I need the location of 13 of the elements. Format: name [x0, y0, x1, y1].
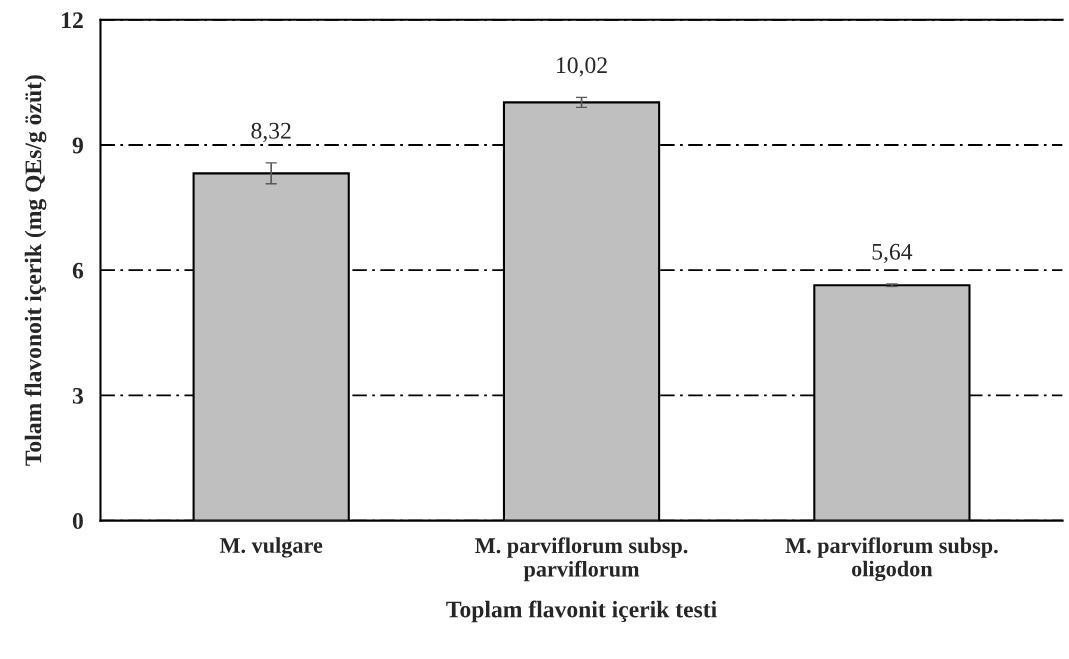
y-tick-label: 12: [62, 12, 83, 28]
data-label: 5,64: [872, 243, 913, 264]
x-tick-label: M. vulgare: [219, 537, 323, 558]
y-tick-label: 3: [72, 387, 84, 404]
data-label: 8,32: [251, 122, 291, 143]
y-axis-title: Tolam flavonoit içerik (mg QEs/g özüt): [24, 75, 47, 466]
x-tick-label: M. parviflorum subsp. parviflorum: [475, 537, 688, 582]
x-tick-label: M. parviflorum subsp. oligodon: [785, 537, 998, 582]
y-tick-label: 9: [72, 137, 83, 154]
y-tick-label: 6: [72, 262, 84, 279]
x-axis-title: Toplam flavonit içerik testi: [446, 600, 717, 623]
data-label: 10,02: [557, 57, 607, 77]
y-tick-label: 0: [72, 513, 83, 530]
